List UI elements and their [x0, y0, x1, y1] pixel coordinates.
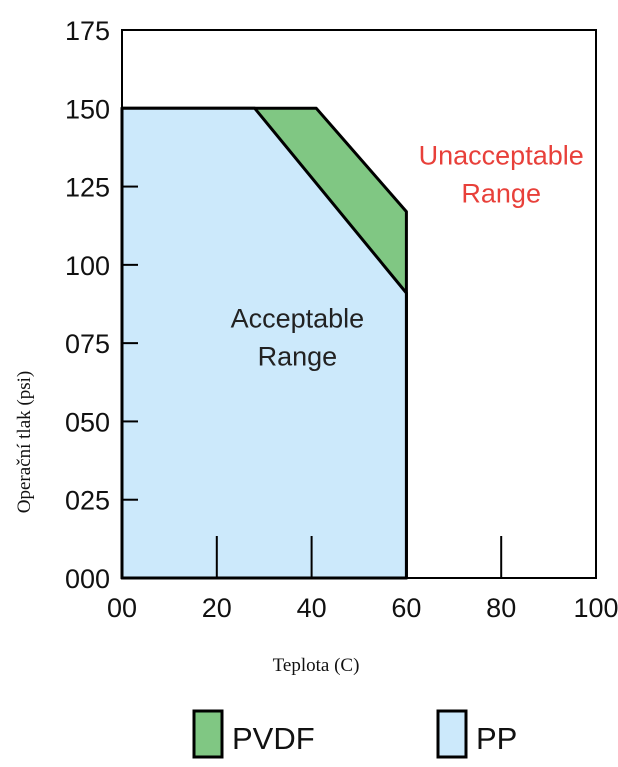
x-tick-label: 00 — [107, 593, 137, 623]
legend-swatch — [436, 709, 468, 759]
x-tick-label: 60 — [391, 593, 421, 623]
legend-label: PP — [476, 721, 517, 756]
x-tick-label: 80 — [486, 593, 516, 623]
legend-item-pp: PP — [436, 709, 517, 759]
region-annotation: Unacceptable Range — [419, 141, 584, 209]
tick-layer — [122, 107, 503, 578]
y-tick-label: 175 — [65, 16, 110, 46]
y-axis-title: Operační tlak (psi) — [14, 371, 35, 513]
x-tick-label: 40 — [297, 593, 327, 623]
y-tick-label: 075 — [65, 329, 110, 359]
y-tick-label: 150 — [65, 94, 110, 124]
x-tick-label: 20 — [202, 593, 232, 623]
plot-area: 00 20 40 60 80 100 000 025 050 075 100 125 150 175 A… — [65, 16, 618, 623]
legend: PVDF PP — [192, 709, 517, 759]
region-annotations: Acceptable Range Unacceptable Range — [231, 141, 584, 372]
x-tick-label: 100 — [573, 593, 618, 623]
y-tick-label: 100 — [65, 251, 110, 281]
x-tick-labels: 00 20 40 60 80 100 — [107, 593, 618, 623]
y-tick-label: 125 — [65, 173, 110, 203]
region-annotation: Acceptable Range — [231, 303, 365, 371]
y-tick-label: 025 — [65, 486, 110, 516]
legend-item-pvdf: PVDF — [192, 709, 315, 759]
plot-frame — [121, 29, 597, 579]
x-axis-title: Teplota (C) — [273, 655, 360, 676]
y-tick-label: 050 — [65, 407, 110, 437]
y-tick-label: 000 — [65, 564, 110, 594]
legend-label: PVDF — [232, 721, 315, 756]
legend-swatch — [192, 709, 224, 759]
y-tick-labels: 000 025 050 075 100 125 150 175 — [65, 16, 110, 594]
